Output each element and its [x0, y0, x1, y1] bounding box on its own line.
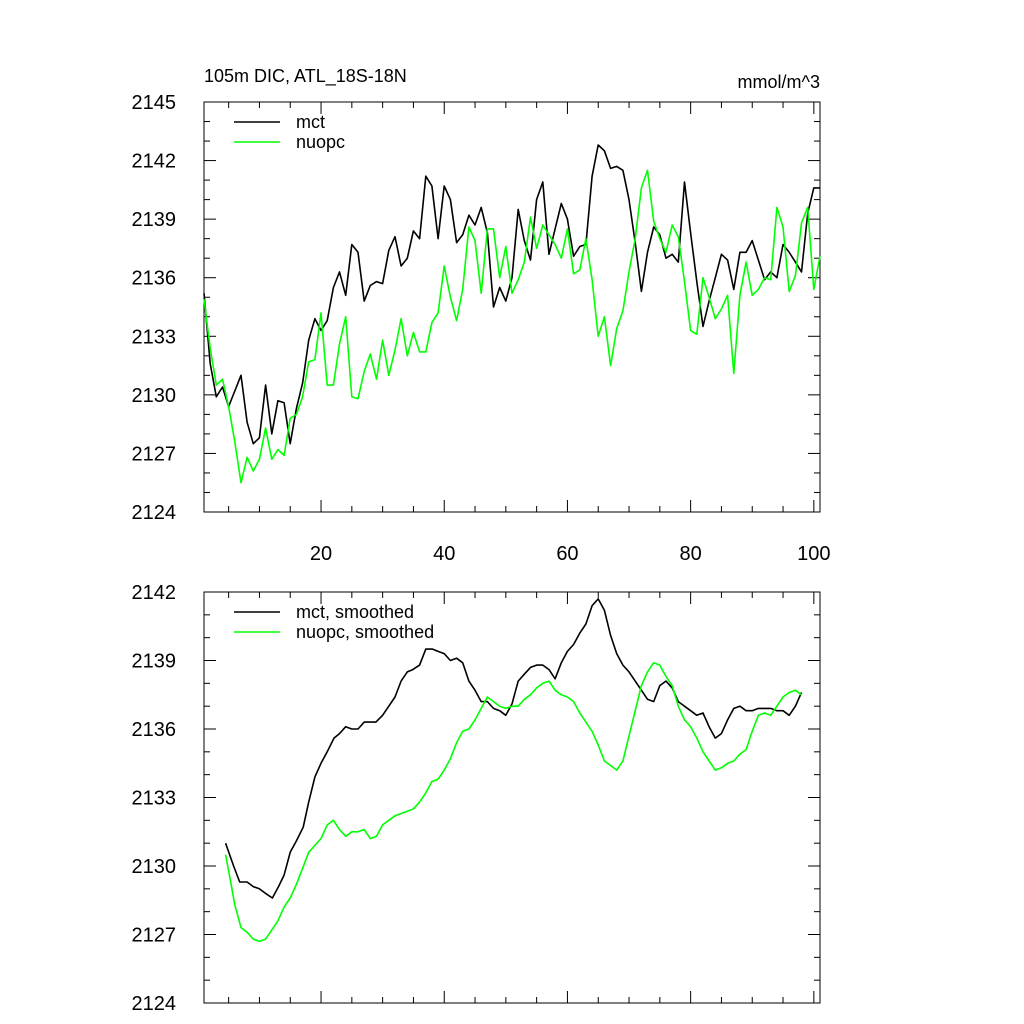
x-tick-label: 20 [310, 543, 332, 565]
legend-label: nuopc, smoothed [296, 622, 434, 642]
y-tick-label: 2130 [132, 856, 177, 878]
x-tick-label: 60 [556, 543, 578, 565]
chart-title-left: 105m DIC, ATL_18S-18N [204, 66, 407, 87]
y-tick-label: 2133 [132, 326, 177, 348]
legend-label: nuopc [296, 132, 345, 152]
y-tick-label: 2136 [132, 719, 177, 741]
plot-frame [203, 591, 821, 1004]
panel-top: 105m DIC, ATL_18S-18N mmol/m^3 2124 2127 213… [132, 66, 831, 565]
y-tick-label: 2142 [132, 151, 177, 173]
x-tick-label: 80 [680, 543, 702, 565]
y-tick-label: 2124 [132, 993, 177, 1015]
y-tick-label: 2145 [132, 92, 177, 114]
series-line-nuopc [203, 169, 821, 484]
series-line-mct-smoothed [224, 598, 803, 899]
legend-label: mct [296, 112, 325, 132]
x-tick-label: 100 [797, 543, 830, 565]
y-tick-label: 2136 [132, 268, 177, 290]
chart-units-label: mmol/m^3 [738, 72, 820, 92]
y-tick-label: 2127 [132, 925, 177, 947]
y-tick-label: 2124 [132, 502, 177, 524]
y-tick-label: 2127 [132, 443, 177, 465]
panel-bottom: 2124 2127 2130 2133 2136 2139 2142 mct, smoothe… [132, 582, 821, 1015]
x-tick-label: 40 [433, 543, 455, 565]
plot-frame [203, 101, 821, 513]
series-line-mct [203, 144, 820, 445]
y-tick-label: 2139 [132, 651, 177, 673]
series-line-nuopc-smoothed [224, 661, 802, 943]
legend-label: mct, smoothed [296, 602, 414, 622]
y-tick-label: 2142 [132, 582, 177, 604]
y-tick-label: 2139 [132, 209, 177, 231]
y-tick-label: 2133 [132, 788, 177, 810]
y-tick-label: 2130 [132, 385, 177, 407]
